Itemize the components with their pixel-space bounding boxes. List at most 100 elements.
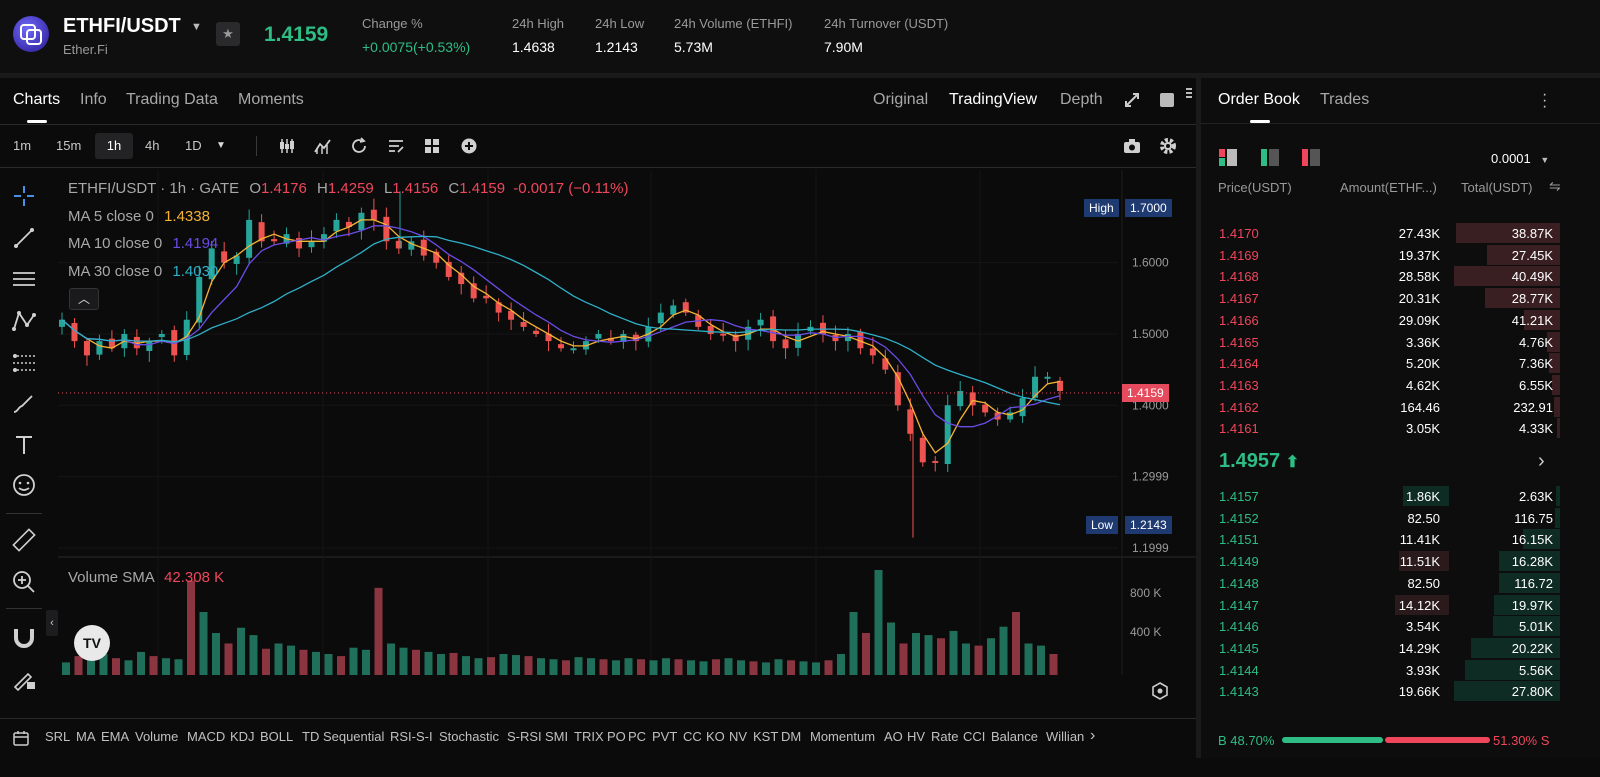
view-asks-icon[interactable] (1301, 148, 1323, 168)
view-bids-icon[interactable] (1260, 148, 1282, 168)
ask-row[interactable]: 1.4169 19.37K 27.45K (1201, 244, 1600, 266)
indicator-momentum[interactable]: Momentum (810, 729, 876, 744)
bid-row[interactable]: 1.4144 3.93K 5.56K (1201, 659, 1600, 681)
indicator-nv[interactable]: NV (729, 729, 748, 744)
indicator-stochastic[interactable]: Stochastic (439, 729, 499, 744)
bid-row[interactable]: 1.4143 19.66K 27.80K (1201, 680, 1600, 702)
fullscreen-icon[interactable] (1124, 92, 1140, 108)
camera-icon[interactable] (1122, 136, 1142, 156)
layout-icon[interactable] (422, 136, 442, 156)
indicator-kst[interactable]: KST (753, 729, 779, 744)
indicator-rate[interactable]: Rate (931, 729, 959, 744)
ruler-icon[interactable] (10, 526, 38, 554)
indicator-balance[interactable]: Balance (991, 729, 1038, 744)
mid-expand-icon[interactable]: › (1538, 450, 1545, 472)
fib-icon[interactable] (10, 349, 38, 377)
window-icon[interactable] (1160, 93, 1174, 107)
ask-row[interactable]: 1.4166 29.09K 41.21K (1201, 309, 1600, 331)
tab-charts[interactable]: Charts (13, 91, 61, 123)
indicator-hv[interactable]: HV (907, 729, 926, 744)
indicator-volume[interactable]: Volume (135, 729, 179, 744)
ask-row[interactable]: 1.4170 27.43K 38.87K (1201, 222, 1600, 244)
view-tradingview[interactable]: TradingView (949, 91, 1038, 108)
indicator-srl[interactable]: SRL (45, 729, 71, 744)
indicator-boll[interactable]: BOLL (260, 729, 294, 744)
calendar-icon[interactable] (13, 730, 29, 746)
bid-row[interactable]: 1.4145 14.29K 20.22K (1201, 637, 1600, 659)
timeframe-1h[interactable]: 1h (95, 133, 133, 159)
precision-select[interactable]: 0.0001 ▼ (1491, 151, 1550, 166)
indicator-td-sequential[interactable]: TD Sequential (302, 729, 385, 744)
indicator-rsi-s-i[interactable]: RSI-S-I (390, 729, 433, 744)
indicator-ko[interactable]: KO (706, 729, 725, 744)
bid-row[interactable]: 1.4152 82.50 116.75 (1201, 507, 1600, 529)
ask-row[interactable]: 1.4167 20.31K 28.77K (1201, 287, 1600, 309)
indicator-ema[interactable]: EMA (101, 729, 130, 744)
settings-gear-icon[interactable] (1158, 136, 1178, 156)
view-both-icon[interactable] (1218, 148, 1240, 168)
horizontal-lines-icon[interactable] (10, 265, 38, 293)
template-icon[interactable] (386, 136, 406, 156)
pair-name[interactable]: ETHFI/USDT (63, 15, 181, 37)
timeframe-15m[interactable]: 15m (56, 138, 82, 153)
timeframe-1d[interactable]: 1D (185, 138, 202, 153)
indicator-cc[interactable]: CC (683, 729, 702, 744)
bid-row[interactable]: 1.4148 82.50 116.72 (1201, 572, 1600, 594)
lock-drawing-icon[interactable] (10, 665, 38, 693)
ask-row[interactable]: 1.4164 5.20K 7.36K (1201, 352, 1600, 374)
tab-trades[interactable]: Trades (1320, 91, 1370, 108)
zoom-in-icon[interactable] (10, 568, 38, 596)
indicator-pvt[interactable]: PVT (652, 729, 678, 744)
timeframe-1m[interactable]: 1m (13, 138, 32, 153)
ask-row[interactable]: 1.4161 3.05K 4.33K (1201, 417, 1600, 439)
favorite-star-icon[interactable]: ★ (216, 22, 240, 46)
timeframe-4h[interactable]: 4h (145, 138, 160, 153)
add-icon[interactable] (459, 136, 479, 156)
tab-trading-data[interactable]: Trading Data (126, 91, 218, 108)
indicator-cci[interactable]: CCI (963, 729, 986, 744)
pair-dropdown-icon[interactable]: ▼ (191, 21, 202, 33)
indicator-dm[interactable]: DM (781, 729, 802, 744)
bid-row[interactable]: 1.4146 3.54K 5.01K (1201, 615, 1600, 637)
tab-info[interactable]: Info (80, 91, 107, 108)
view-original[interactable]: Original (873, 91, 929, 108)
trendline-icon[interactable] (10, 224, 38, 252)
indicators-next-icon[interactable]: › (1090, 727, 1096, 744)
bars-icon[interactable] (277, 136, 297, 156)
more-dots-icon[interactable] (1186, 88, 1194, 102)
crosshair-icon[interactable] (10, 182, 38, 210)
indicator-macd[interactable]: MACD (187, 729, 226, 744)
swap-total-icon[interactable]: ⇋ (1549, 178, 1561, 194)
legend-collapse-button[interactable]: ︿ (69, 288, 99, 310)
pattern-icon[interactable] (10, 307, 38, 335)
ask-row[interactable]: 1.4165 3.36K 4.76K (1201, 331, 1600, 353)
brush-icon[interactable] (10, 390, 38, 418)
ask-row[interactable]: 1.4162 164.46 232.91 (1201, 396, 1600, 418)
more-options-icon[interactable]: · · · (1542, 86, 1548, 115)
magnet-icon[interactable] (10, 623, 38, 651)
ask-row[interactable]: 1.4163 4.62K 6.55K (1201, 374, 1600, 396)
indicator-s-rsi[interactable]: S-RSI (507, 729, 542, 744)
indicator-icon[interactable] (313, 136, 333, 156)
axis-settings-icon[interactable] (1151, 682, 1169, 700)
indicator-kdj[interactable]: KDJ (230, 729, 255, 744)
indicator-smi[interactable]: SMI (545, 729, 569, 744)
tab-moments[interactable]: Moments (238, 91, 304, 108)
indicator-ao[interactable]: AO (884, 729, 903, 744)
ask-row[interactable]: 1.4168 28.58K 40.49K (1201, 265, 1600, 287)
indicator-willian[interactable]: Willian (1046, 729, 1085, 744)
bid-row[interactable]: 1.4147 14.12K 19.97K (1201, 594, 1600, 616)
timeframe-dropdown-icon[interactable]: ▼ (216, 140, 226, 151)
bid-row[interactable]: 1.4149 11.51K 16.28K (1201, 550, 1600, 572)
view-depth[interactable]: Depth (1060, 91, 1103, 108)
indicator-trix[interactable]: TRIX (574, 729, 604, 744)
bid-row[interactable]: 1.4157 1.86K 2.63K (1201, 485, 1600, 507)
indicator-po[interactable]: PO (607, 729, 626, 744)
replay-icon[interactable] (349, 136, 369, 156)
tradingview-logo-icon[interactable]: TV (74, 625, 110, 661)
price-chart[interactable]: 1.6000 1.5000 1.4000 1.2999 1.1999 800 K 400 K… (58, 170, 1196, 710)
bid-row[interactable]: 1.4151 11.41K 16.15K (1201, 528, 1600, 550)
indicator-ma[interactable]: MA (76, 729, 96, 744)
text-tool-icon[interactable] (10, 431, 38, 459)
